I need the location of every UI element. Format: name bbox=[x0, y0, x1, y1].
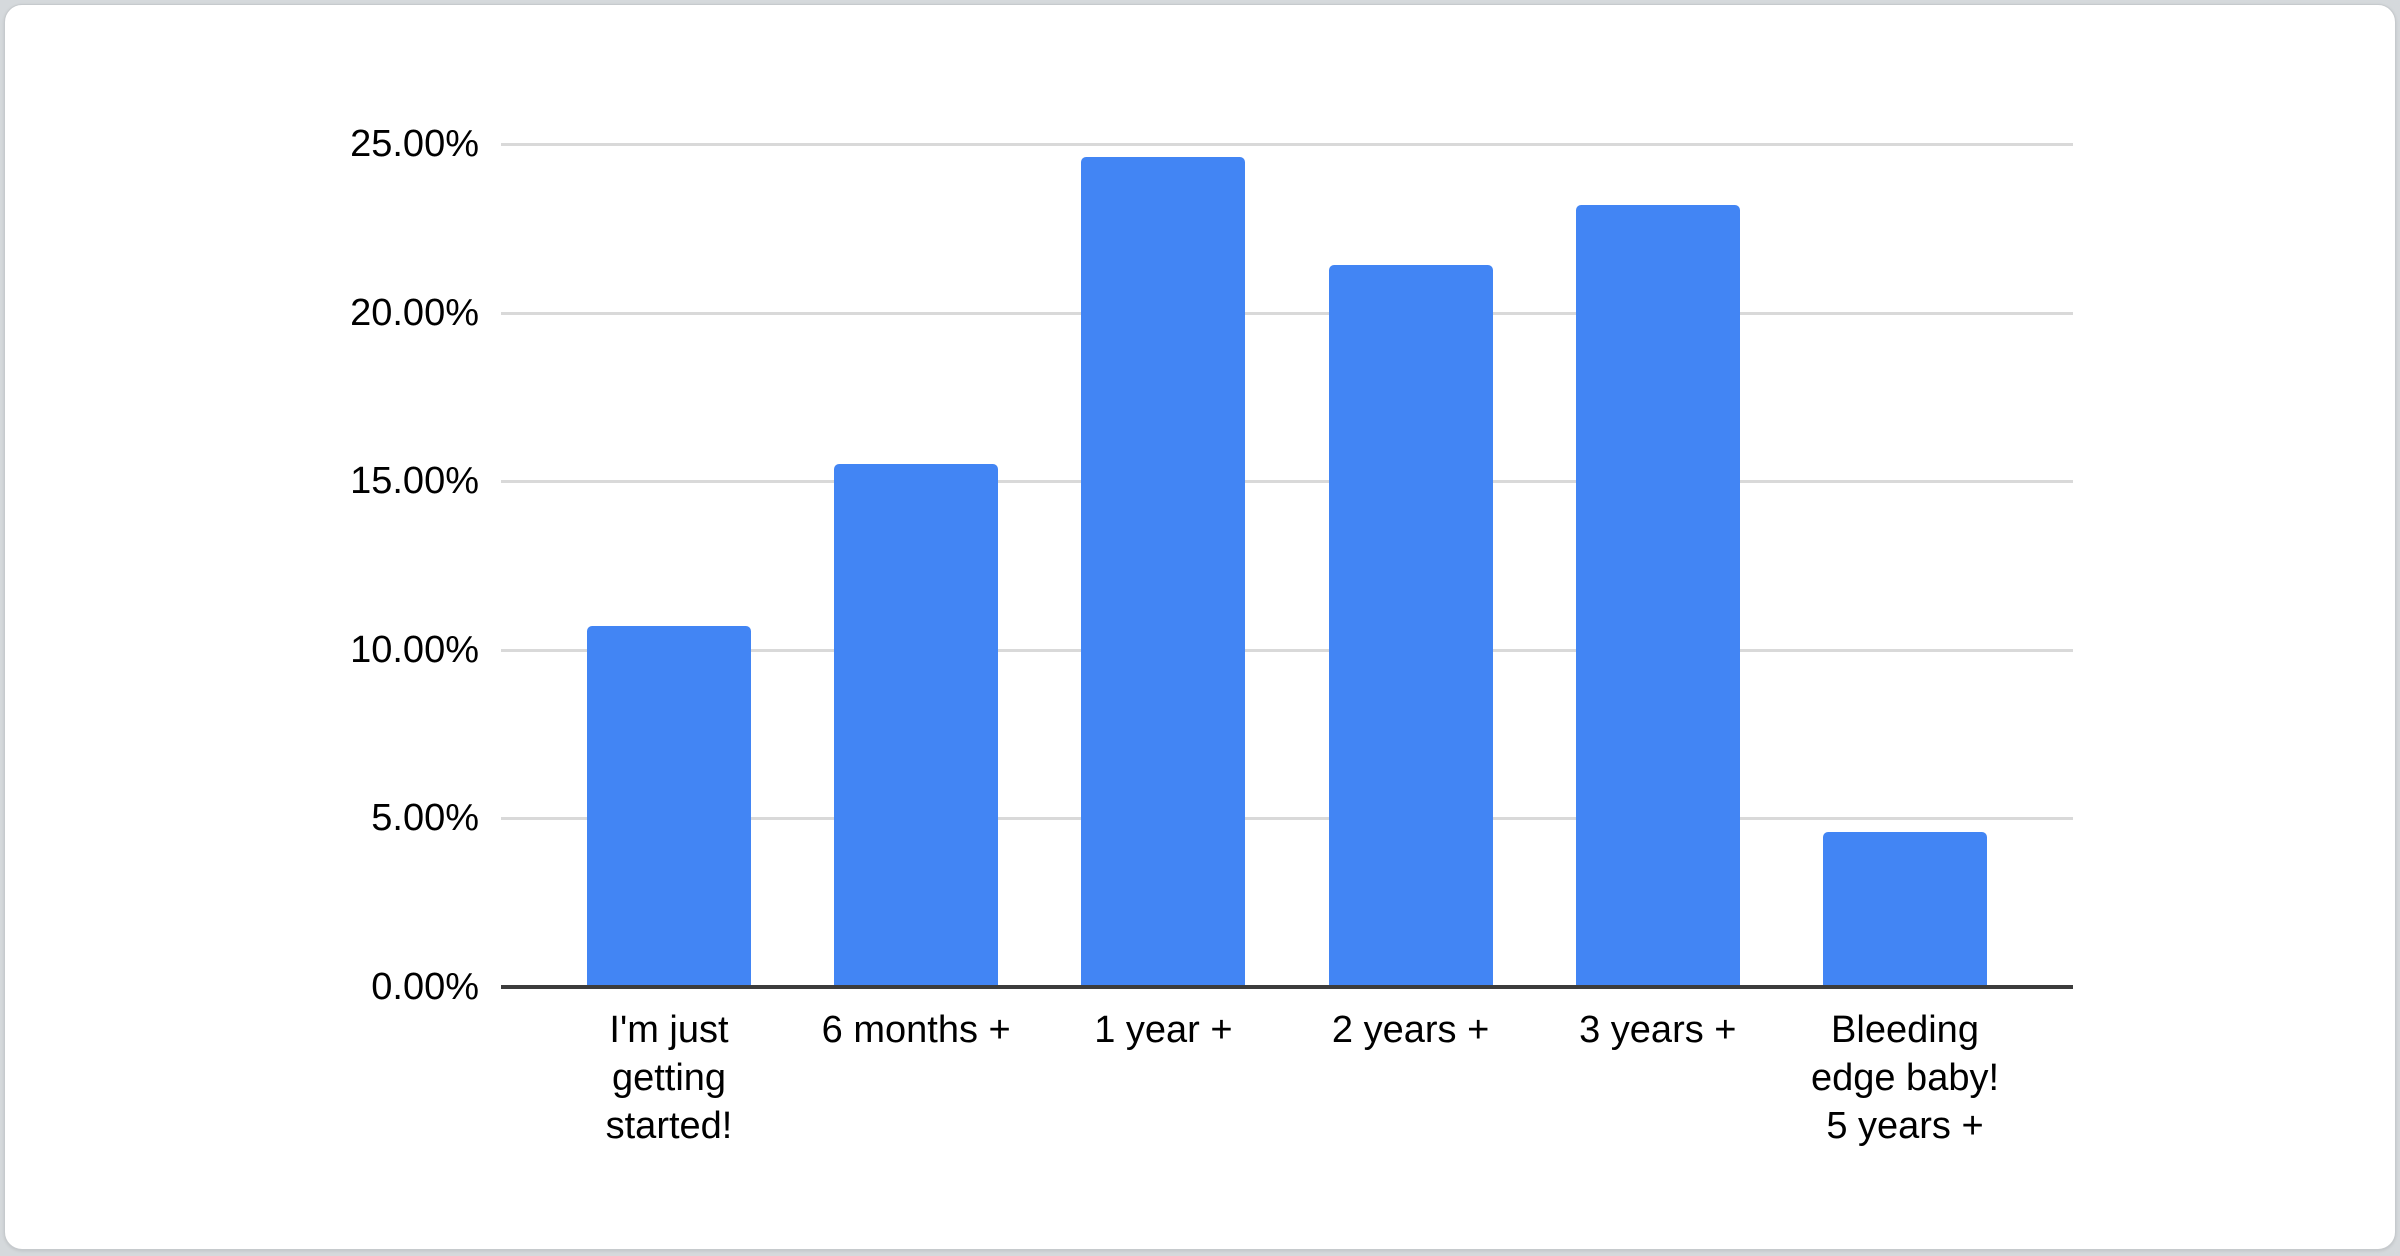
x-axis-category-label: 6 months + bbox=[785, 1006, 1047, 1054]
bar-1[interactable] bbox=[587, 626, 751, 987]
x-axis-category-label-line: 2 years + bbox=[1331, 1009, 1490, 1051]
x-axis-category-label: 3 years + bbox=[1527, 1006, 1789, 1054]
x-axis-category-label: 2 years + bbox=[1280, 1006, 1542, 1054]
x-axis-category-label: I'm just getting started! bbox=[538, 1006, 800, 1150]
x-axis-category-label-line: getting bbox=[611, 1057, 727, 1099]
x-axis-category-label: 1 year + bbox=[1032, 1006, 1294, 1054]
bar-5[interactable] bbox=[1575, 204, 1740, 987]
x-axis-category-label-line: 1 year + bbox=[1094, 1009, 1233, 1051]
gridline-10 bbox=[501, 648, 2073, 652]
bar-2[interactable] bbox=[834, 464, 999, 987]
gridline-15 bbox=[501, 480, 2073, 484]
gridline-20 bbox=[501, 311, 2073, 315]
chart-card: 0.00% 5.00% 10.00% 15.00% 20.00% 25.00% I'm j… bbox=[4, 4, 2396, 1250]
x-axis-category-label-line: started! bbox=[605, 1105, 733, 1147]
x-axis-category-label-line: 5 years + bbox=[1826, 1105, 1984, 1147]
y-axis-tick-label: 25.00% bbox=[350, 123, 479, 165]
gridline-25 bbox=[501, 143, 2073, 146]
bar-chart-plot-area bbox=[501, 143, 2073, 987]
gridline-5 bbox=[501, 817, 2073, 821]
x-axis-category-label-line: Bleeding bbox=[1831, 1009, 1979, 1051]
x-axis-category-label-line: I'm just bbox=[609, 1009, 729, 1051]
x-axis-category-label: Bleeding edge baby! 5 years + bbox=[1774, 1006, 2036, 1150]
y-axis-tick-label: 20.00% bbox=[350, 291, 479, 334]
bar-4[interactable] bbox=[1328, 265, 1493, 987]
x-axis-category-label-line: edge baby! bbox=[1810, 1057, 2000, 1099]
y-axis-tick-label: 10.00% bbox=[350, 628, 479, 671]
y-axis-tick-label: 5.00% bbox=[371, 797, 479, 840]
y-axis-tick-label: 0.00% bbox=[371, 966, 479, 1008]
x-axis-category-label-line: 6 months + bbox=[821, 1009, 1011, 1051]
bar-6[interactable] bbox=[1823, 831, 1987, 987]
x-axis-line bbox=[501, 985, 2073, 989]
y-axis-tick-label: 15.00% bbox=[350, 460, 479, 503]
bar-3[interactable] bbox=[1081, 157, 1246, 987]
x-axis-category-label-line: 3 years + bbox=[1579, 1009, 1737, 1051]
